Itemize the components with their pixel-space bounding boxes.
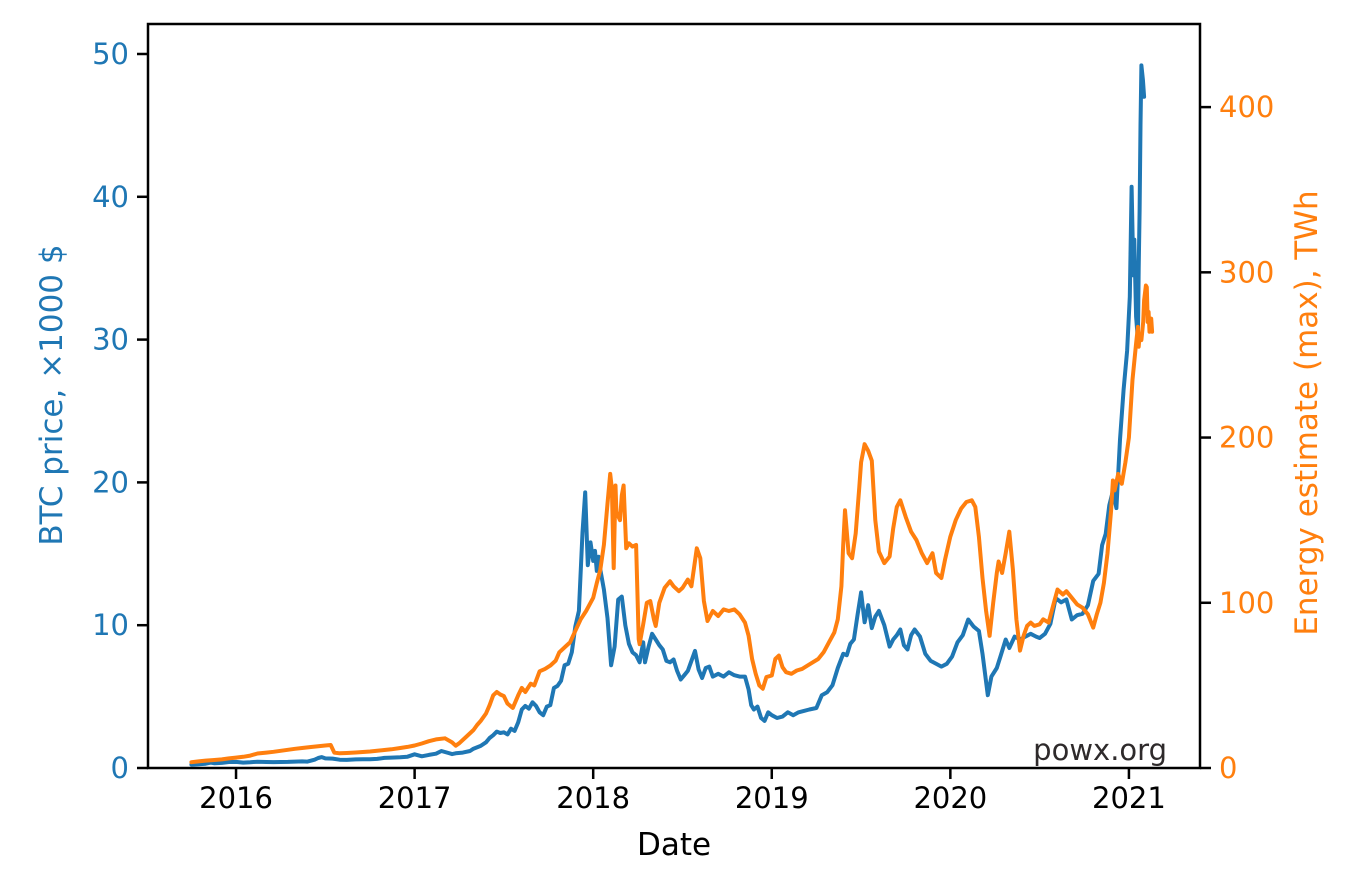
axes-frame <box>146 22 1202 770</box>
left-y-tick-label: 20 <box>92 465 129 499</box>
left-y-tick-label: 50 <box>92 37 129 71</box>
left-y-tick-label: 0 <box>111 751 129 785</box>
btc-price-line <box>189 63 1147 767</box>
right-y-tick-label: 0 <box>1219 751 1237 785</box>
x-tick-label: 2019 <box>735 781 809 815</box>
x-tick-label: 2018 <box>556 781 630 815</box>
energy-estimate-line <box>189 283 1155 765</box>
watermark-text: powx.org <box>1033 733 1167 767</box>
left-y-axis-title: BTC price, ×1000 $ <box>34 244 70 546</box>
right-y-tick-label: 100 <box>1219 586 1274 620</box>
left-y-tick-label: 30 <box>92 323 129 357</box>
right-y-tick-label: 400 <box>1219 90 1274 124</box>
x-axis-title: Date <box>636 827 712 863</box>
right-y-tick-label: 300 <box>1219 255 1274 289</box>
left-y-tick-label: 40 <box>92 180 129 214</box>
x-tick-label: 2017 <box>378 781 452 815</box>
left-y-tick-label: 10 <box>92 608 129 642</box>
x-tick-label: 2016 <box>199 781 273 815</box>
x-tick-label: 2020 <box>913 781 987 815</box>
x-tick-label: 2021 <box>1092 781 1166 815</box>
right-y-tick-label: 200 <box>1219 421 1274 455</box>
right-y-axis-title: Energy estimate (max), TWh <box>1289 190 1325 636</box>
